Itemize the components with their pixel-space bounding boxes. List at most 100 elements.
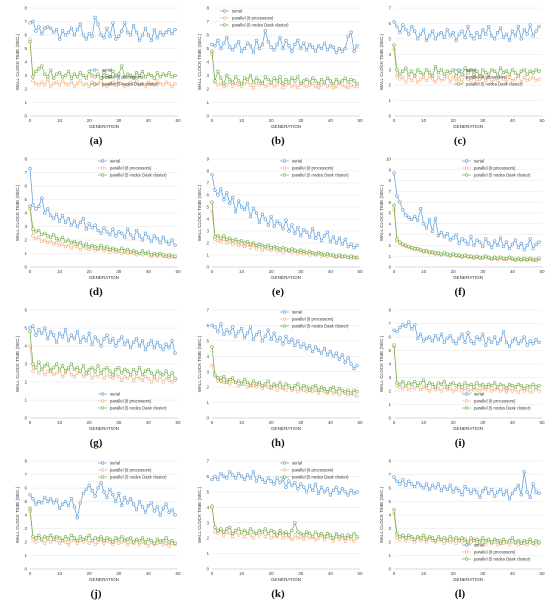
parallel-data-point xyxy=(516,390,520,395)
serial-data-point xyxy=(78,22,82,26)
parallel-data-point xyxy=(466,388,470,392)
parallel-data-point xyxy=(319,388,324,392)
dask-data-point xyxy=(469,382,473,386)
serial-data-point xyxy=(424,482,429,486)
dask-data-point xyxy=(287,533,291,537)
serial-data-point xyxy=(117,491,121,496)
y-tick-label: 5 xyxy=(24,46,27,51)
serial-data-point xyxy=(248,325,253,329)
legend-label: serial xyxy=(292,461,302,466)
parallel-data-point xyxy=(448,540,452,544)
serial-data-point xyxy=(108,232,112,237)
dask-data-point xyxy=(131,540,136,544)
parallel-data-point xyxy=(102,541,106,546)
parallel-data-point xyxy=(251,383,256,388)
parallel-data-point xyxy=(140,378,145,382)
y-tick-label: 4 xyxy=(206,354,209,359)
parallel-data-point xyxy=(102,83,106,87)
dask-data-point xyxy=(531,71,535,75)
serial-data-point xyxy=(407,32,411,36)
serial-data-point xyxy=(99,480,103,485)
parallel-data-point xyxy=(525,388,529,392)
dask-data-point xyxy=(299,81,303,86)
parallel-data-point xyxy=(510,78,515,83)
dask-data-point xyxy=(140,249,145,253)
dask-data-point xyxy=(430,250,435,254)
dask-data-point xyxy=(57,71,62,75)
serial-series-line xyxy=(211,322,358,370)
dask-data-point xyxy=(210,49,214,53)
dask-data-point xyxy=(158,75,162,79)
parallel-data-point xyxy=(296,86,300,90)
dask-data-point xyxy=(117,249,121,253)
dask-data-point xyxy=(484,385,488,389)
x-tick-label: 30 xyxy=(116,420,122,425)
serial-data-point xyxy=(54,340,59,345)
dask-data-point xyxy=(87,533,91,537)
parallel-data-point xyxy=(445,388,449,392)
serial-data-point xyxy=(117,338,121,343)
y-tick-label: 3 xyxy=(206,73,209,78)
parallel-data-point xyxy=(325,84,330,88)
parallel-data-point xyxy=(504,80,509,84)
dask-data-point xyxy=(99,76,103,80)
dask-data-point xyxy=(213,235,217,239)
parallel-data-point xyxy=(146,80,151,84)
parallel-data-point xyxy=(528,390,532,395)
dask-data-point xyxy=(537,69,541,73)
y-tick-label: 5 xyxy=(388,36,391,41)
legend-label: serial xyxy=(110,159,120,164)
serial-data-point xyxy=(164,342,168,346)
dask-data-point xyxy=(528,256,532,261)
parallel-data-point xyxy=(123,374,127,379)
legend-swatch-marker xyxy=(282,317,287,321)
serial-data-point xyxy=(472,342,476,346)
serial-data-point xyxy=(231,473,235,477)
y-tick-label: 3 xyxy=(24,224,27,229)
legend-swatch-marker xyxy=(100,399,105,403)
y-axis-title: WALL CLOCK TIME (SEC.) xyxy=(379,33,384,90)
x-tick-label: 0 xyxy=(211,420,214,425)
dask-data-point xyxy=(111,69,115,74)
dask-data-point xyxy=(516,74,520,78)
serial-data-point xyxy=(534,490,538,494)
serial-data-point xyxy=(469,34,473,38)
chart-panel: 0 1 2 3 4 5 6 7 8 0 10 20 30 40 50 GENERATION WALL CLOCK… xyxy=(190,2,366,152)
serial-data-point xyxy=(46,337,50,341)
parallel-data-point xyxy=(302,83,306,87)
legend-label: parallel (5 nodes Dask cluster) xyxy=(110,475,167,480)
parallel-data-point xyxy=(167,255,171,260)
serial-data-point xyxy=(416,218,420,223)
serial-data-point xyxy=(310,45,315,49)
dask-data-point xyxy=(513,71,518,75)
dask-data-point xyxy=(475,537,479,541)
parallel-data-point xyxy=(213,530,217,534)
x-tick-label: 50 xyxy=(357,269,363,274)
y-tick-label: 4 xyxy=(388,221,391,226)
parallel-data-point xyxy=(313,388,318,392)
dask-data-point xyxy=(501,383,506,388)
dask-data-point xyxy=(81,537,85,541)
parallel-data-point xyxy=(231,379,235,383)
dask-data-point xyxy=(416,68,420,72)
parallel-data-point xyxy=(296,536,300,540)
serial-data-point xyxy=(433,333,438,338)
parallel-data-point xyxy=(475,541,479,546)
y-tick-label: 5 xyxy=(388,348,391,353)
serial-data-point xyxy=(395,194,399,198)
serial-data-point xyxy=(334,485,338,489)
dask-data-point xyxy=(498,255,503,259)
serial-data-point xyxy=(504,32,509,36)
parallel-data-point xyxy=(472,75,476,80)
serial-data-point xyxy=(498,338,503,342)
legend-label: parallel (8 processors) xyxy=(292,468,334,473)
y-tick-label: 1 xyxy=(388,254,391,259)
dask-data-point xyxy=(284,382,288,386)
serial-data-point xyxy=(272,482,276,486)
parallel-data-point xyxy=(167,81,171,86)
dask-data-point xyxy=(481,382,485,386)
legend-label: serial xyxy=(292,310,302,315)
serial-data-point xyxy=(510,491,515,496)
